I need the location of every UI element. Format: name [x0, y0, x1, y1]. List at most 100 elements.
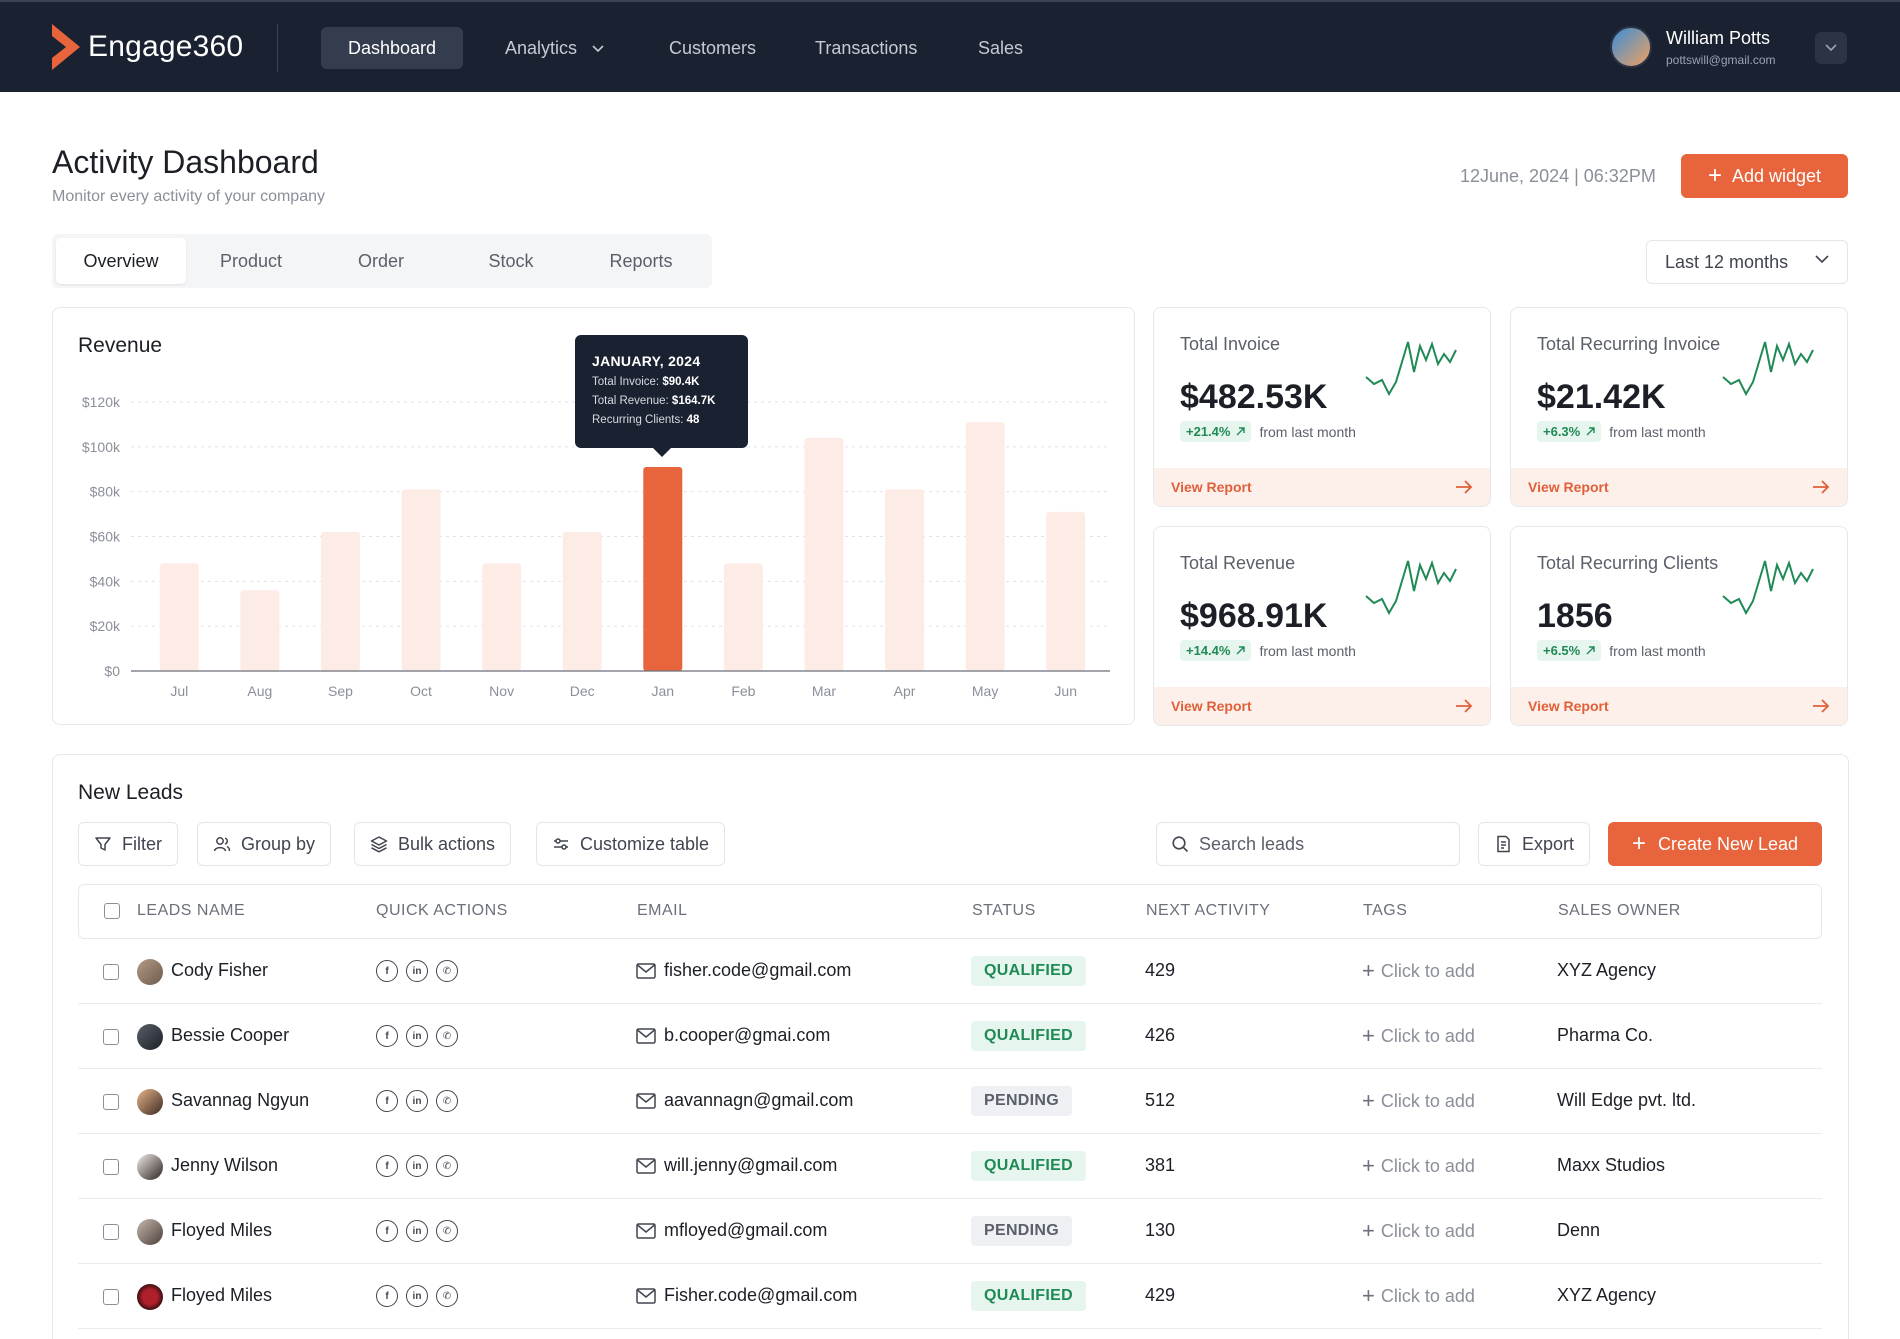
tab-product[interactable]: Product — [219, 251, 283, 271]
lead-email[interactable]: mfloyed@gmail.com — [636, 1220, 827, 1241]
add-tag-button[interactable]: + Click to add — [1362, 1025, 1475, 1047]
tab-stock[interactable]: Stock — [488, 251, 534, 271]
export-button[interactable]: Export — [1478, 822, 1591, 866]
lead-name[interactable]: Cody Fisher — [171, 960, 269, 980]
revenue-chart: $0 $20k $40k $60k $80k $100k $120k Jul Aug Sep Oct… — [82, 394, 1110, 699]
plus-icon: + — [1362, 1023, 1375, 1048]
row-checkbox[interactable] — [103, 1029, 119, 1045]
add-widget-button[interactable]: + Add widget — [1681, 154, 1848, 198]
linkedin-icon[interactable]: in — [406, 1090, 428, 1112]
add-tag-button[interactable]: + Click to add — [1362, 960, 1475, 982]
lead-name[interactable]: Floyed Miles — [171, 1285, 273, 1305]
x-tick-label: Jul — [170, 683, 188, 699]
add-tag-button[interactable]: + Click to add — [1362, 1155, 1475, 1177]
phone-icon[interactable]: ✆ — [436, 1220, 458, 1242]
lead-name[interactable]: Floyed Miles — [171, 1220, 273, 1240]
chevron-down-icon — [1825, 44, 1837, 52]
phone-icon[interactable]: ✆ — [436, 960, 458, 982]
lead-email[interactable]: will.jenny@gmail.com — [636, 1155, 837, 1176]
row-checkbox[interactable] — [103, 1224, 119, 1240]
facebook-icon[interactable]: f — [376, 1155, 398, 1177]
profile-menu-button[interactable] — [1815, 32, 1847, 64]
view-report-link[interactable]: View Report — [1511, 468, 1847, 506]
y-tick-label: $0 — [104, 663, 120, 679]
brand-logo[interactable]: Engage360 — [52, 24, 243, 70]
bulk-actions-button[interactable]: Bulk actions — [354, 822, 512, 866]
email-text: will.jenny@gmail.com — [664, 1155, 838, 1175]
nav-analytics[interactable]: Analytics — [505, 27, 604, 69]
facebook-icon[interactable]: f — [376, 1025, 398, 1047]
search-leads-input[interactable]: Search leads — [1156, 822, 1460, 866]
table-row[interactable]: Floyed Miles f in ✆ mfloyed@gmail.com PE… — [78, 1199, 1822, 1264]
facebook-icon[interactable]: f — [376, 1285, 398, 1307]
linkedin-icon[interactable]: in — [406, 960, 428, 982]
facebook-icon[interactable]: f — [376, 1220, 398, 1242]
col-status[interactable]: STATUS — [972, 902, 1036, 919]
customize-table-button[interactable]: Customize table — [536, 822, 726, 866]
col-leads-name[interactable]: LEADS NAME — [137, 902, 246, 919]
tab-reports[interactable]: Reports — [609, 251, 673, 271]
user-profile[interactable]: William Potts pottswill@gmail.com — [1610, 26, 1776, 68]
col-next-activity[interactable]: NEXT ACTIVITY — [1146, 902, 1271, 919]
tab-order[interactable]: Order — [357, 251, 404, 271]
view-report-link[interactable]: View Report — [1511, 687, 1847, 725]
table-row[interactable]: Bessie Cooper f in ✆ b.cooper@gmai.com Q… — [78, 1004, 1822, 1069]
row-checkbox[interactable] — [103, 1159, 119, 1175]
lead-name[interactable]: Bessie Cooper — [171, 1025, 290, 1045]
linkedin-icon[interactable]: in — [406, 1025, 428, 1047]
facebook-icon[interactable]: f — [376, 1090, 398, 1112]
group-by-button[interactable]: Group by — [197, 822, 332, 866]
view-report-link[interactable]: View Report — [1154, 687, 1490, 725]
linkedin-icon[interactable]: in — [406, 1220, 428, 1242]
lead-email[interactable]: aavannagn@gmail.com — [636, 1090, 853, 1111]
facebook-icon[interactable]: f — [376, 960, 398, 982]
lead-name[interactable]: Jenny Wilson — [171, 1155, 279, 1175]
sales-owner: XYZ Agency — [1557, 960, 1657, 980]
arrow-up-right-icon — [1236, 646, 1246, 655]
add-tag-button[interactable]: + Click to add — [1362, 1220, 1475, 1242]
next-activity: 130 — [1145, 1220, 1176, 1240]
nav-customers[interactable]: Customers — [669, 38, 757, 58]
nav-sales[interactable]: Sales — [978, 38, 1024, 58]
phone-icon[interactable]: ✆ — [436, 1155, 458, 1177]
nav-transactions[interactable]: Transactions — [815, 38, 918, 58]
add-tag-button[interactable]: + Click to add — [1362, 1285, 1475, 1307]
lead-email[interactable]: b.cooper@gmai.com — [636, 1025, 830, 1046]
phone-icon[interactable]: ✆ — [436, 1285, 458, 1307]
view-report-link[interactable]: View Report — [1154, 468, 1490, 506]
linkedin-icon[interactable]: in — [406, 1155, 428, 1177]
add-tag-button[interactable]: + Click to add — [1362, 1090, 1475, 1112]
nav-dashboard[interactable]: Dashboard — [321, 27, 464, 69]
add-tag-label: Click to add — [1380, 960, 1475, 981]
col-sales-owner[interactable]: SALES OWNER — [1558, 902, 1681, 919]
table-row[interactable]: Savannag Ngyun f in ✆ aavannagn@gmail.co… — [78, 1069, 1822, 1134]
period-select[interactable]: Last 12 months — [1646, 240, 1848, 284]
phone-icon[interactable]: ✆ — [436, 1025, 458, 1047]
stat-value: $968.91K — [1180, 597, 1328, 635]
lead-name[interactable]: Savannag Ngyun — [171, 1090, 310, 1110]
lead-email[interactable]: Fisher.code@gmail.com — [636, 1285, 857, 1306]
stat-value: $482.53K — [1180, 378, 1328, 416]
phone-icon[interactable]: ✆ — [436, 1090, 458, 1112]
stat-label: Total Invoice — [1180, 334, 1281, 354]
row-checkbox[interactable] — [103, 1094, 119, 1110]
table-row[interactable]: Cody Fisher f in ✆ fisher.code@gmail.com… — [78, 939, 1822, 1004]
row-checkbox[interactable] — [103, 1289, 119, 1305]
linkedin-icon[interactable]: in — [406, 1285, 428, 1307]
logo-chevron-icon — [52, 24, 80, 70]
filter-button[interactable]: Filter — [78, 822, 178, 866]
tab-overview[interactable]: Overview — [56, 238, 186, 284]
col-email[interactable]: EMAIL — [637, 902, 688, 919]
x-tick-label: Mar — [812, 683, 836, 699]
table-row[interactable]: Floyed Miles f in ✆ Fisher.code@gmail.co… — [78, 1264, 1822, 1329]
next-activity: 429 — [1145, 960, 1176, 980]
plus-icon: + — [1362, 958, 1375, 983]
status-badge: QUALIFIED — [971, 1151, 1086, 1181]
row-checkbox[interactable] — [103, 964, 119, 980]
create-new-lead-button[interactable]: + Create New Lead — [1608, 822, 1822, 866]
email-text: mfloyed@gmail.com — [664, 1220, 828, 1240]
select-all-checkbox[interactable] — [104, 903, 120, 919]
table-row[interactable]: Jenny Wilson f in ✆ will.jenny@gmail.com… — [78, 1134, 1822, 1199]
lead-email[interactable]: fisher.code@gmail.com — [636, 960, 851, 981]
col-tags[interactable]: TAGS — [1363, 902, 1408, 919]
